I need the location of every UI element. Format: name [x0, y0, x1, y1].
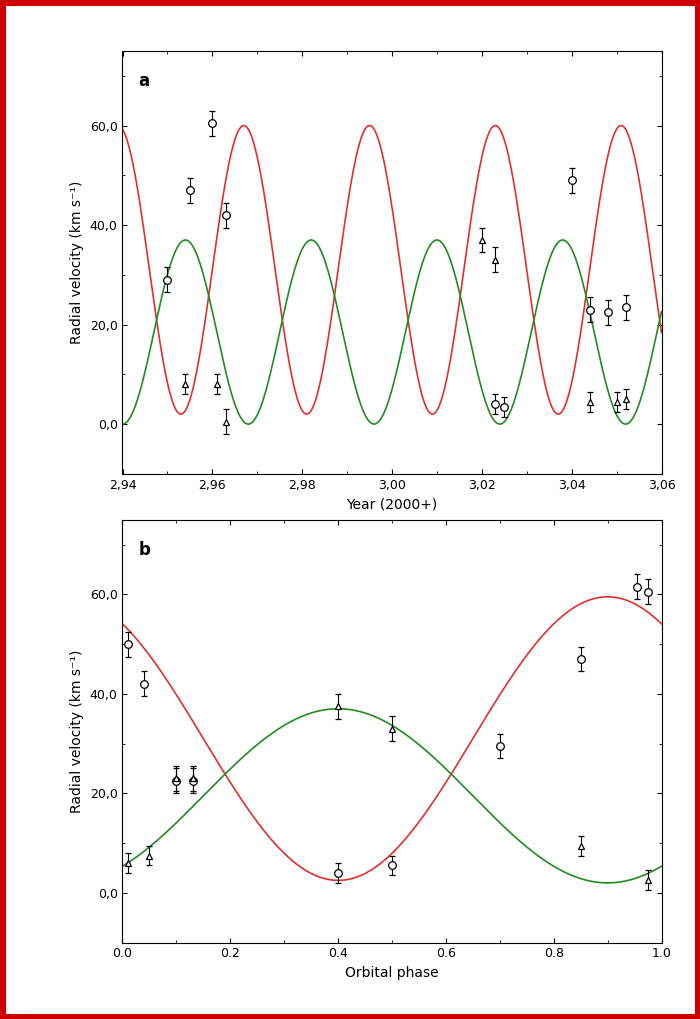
Text: a: a	[139, 72, 150, 90]
X-axis label: Year (2000+): Year (2000+)	[346, 497, 438, 512]
Y-axis label: Radial velocity (km s⁻¹): Radial velocity (km s⁻¹)	[70, 180, 84, 344]
Text: b: b	[139, 541, 150, 558]
Y-axis label: Radial velocity (km s⁻¹): Radial velocity (km s⁻¹)	[70, 649, 84, 813]
X-axis label: Orbital phase: Orbital phase	[345, 966, 439, 980]
